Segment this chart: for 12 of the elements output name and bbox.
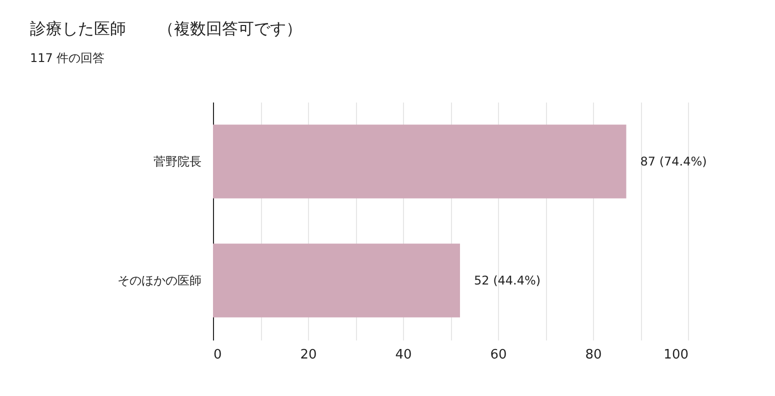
chart-title: 診療した医師 （複数回答可です） (30, 19, 302, 38)
y-tick-label: そのほかの医師 (118, 274, 202, 288)
y-tick-label: 菅野院長 (154, 154, 202, 168)
text: 117 件の回答 (30, 51, 105, 65)
data-label: 87 (74.4%) (640, 154, 707, 168)
x-tick-label: 40 (395, 348, 412, 362)
x-tick-label: 20 (300, 348, 317, 362)
x-tick-label: 0 (214, 348, 222, 362)
x-tick-label: 80 (585, 348, 602, 362)
data-label: 52 (44.4%) (474, 274, 541, 288)
x-tick-label: 100 (664, 348, 688, 362)
x-tick-label: 60 (490, 348, 507, 362)
